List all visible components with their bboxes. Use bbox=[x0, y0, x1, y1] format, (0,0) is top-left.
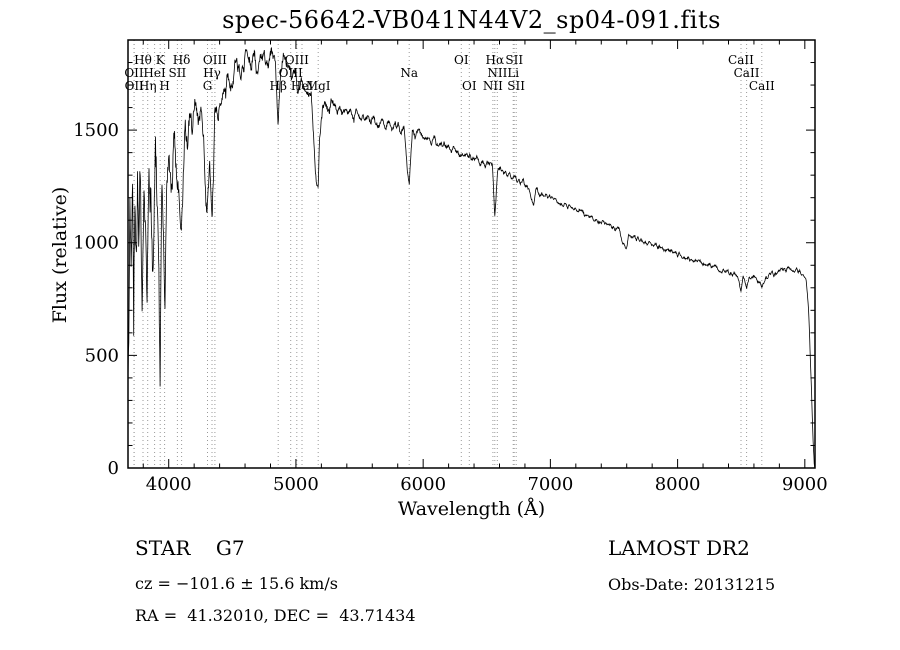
plot-frame bbox=[127, 39, 816, 469]
spectral-line-label: Na bbox=[400, 66, 418, 80]
spectral-line-label: HeI bbox=[291, 79, 314, 93]
spectral-line-label: SII bbox=[505, 53, 523, 67]
spectral-line-label: Li bbox=[507, 66, 519, 80]
spectral-line-label: CaII bbox=[728, 53, 754, 67]
y-tick-label: 1000 bbox=[73, 233, 119, 254]
x-tick-label: 8000 bbox=[655, 474, 701, 495]
spectrum-path bbox=[128, 47, 815, 468]
spectral-line-label: OIII bbox=[279, 66, 303, 80]
spectral-line-label: SII bbox=[507, 79, 525, 93]
x-tick-label: 5000 bbox=[273, 474, 319, 495]
spectral-line-label: G bbox=[203, 79, 213, 93]
spectral-line-label: OI bbox=[462, 79, 477, 93]
ra-dec-text: RA = 41.32010, DEC = 43.71434 bbox=[135, 606, 416, 625]
spectral-line-label: Hα bbox=[485, 53, 504, 67]
spectral-line-label: HeI bbox=[143, 66, 166, 80]
x-tick-label: 4000 bbox=[146, 474, 192, 495]
spectral-line-label: Hγ bbox=[203, 66, 221, 80]
spectral-line-label: NII bbox=[483, 79, 503, 93]
spectral-line-label: Hδ bbox=[173, 53, 191, 67]
classification-text: STAR G7 bbox=[135, 536, 245, 560]
spectral-line-label: Hη bbox=[139, 79, 157, 93]
axis-ticks bbox=[128, 40, 815, 469]
spectrum-plot: 4000 5000 6000 7000 8000 9000050010001500OIIO… bbox=[73, 39, 828, 495]
spectral-line-label: SII bbox=[169, 66, 187, 80]
x-tick-label: 6000 bbox=[400, 474, 446, 495]
spectral-line-label: OIII bbox=[203, 53, 227, 67]
spectral-line-label: NII bbox=[487, 66, 507, 80]
y-tick-label: 500 bbox=[85, 345, 119, 366]
x-tick-label: 9000 bbox=[782, 474, 828, 495]
spectral-line-label: OIII bbox=[285, 53, 309, 67]
spectral-line-label: Hθ bbox=[134, 53, 152, 67]
x-axis-label: Wavelength (Å) bbox=[397, 498, 546, 520]
y-tick-label: 1500 bbox=[73, 120, 119, 141]
spectral-line-labels: OIIOIIHθHηHeIKHSIIHδGHγOIIIHβOIIIOIIIHeI… bbox=[124, 53, 775, 93]
page-title: spec-56642-VB041N44V2_sp04-091.fits bbox=[222, 6, 721, 34]
spectral-line-label: CaII bbox=[734, 66, 760, 80]
spectral-line-label: K bbox=[156, 53, 166, 67]
y-tick-label: 0 bbox=[108, 458, 119, 479]
spectral-line-label: OI bbox=[454, 53, 469, 67]
spectral-line-label: Hβ bbox=[270, 79, 287, 93]
spectral-line-label: H bbox=[159, 79, 169, 93]
y-tick-labels: 0 500 1000 1500 bbox=[73, 120, 119, 479]
survey-text: LAMOST DR2 bbox=[608, 536, 750, 560]
cz-velocity-text: cz = −101.6 ± 15.6 km/s bbox=[135, 574, 338, 593]
spectral-line-label: CaII bbox=[749, 79, 775, 93]
spectral-line-markers bbox=[133, 40, 763, 468]
spectral-line-label: OII bbox=[125, 79, 145, 93]
y-axis-label: Flux (relative) bbox=[49, 186, 71, 324]
x-tick-labels: 4000 5000 6000 7000 8000 9000 bbox=[146, 474, 828, 495]
x-tick-label: 7000 bbox=[527, 474, 573, 495]
spectral-line-label: MgI bbox=[306, 79, 331, 93]
spectral-line-label: OII bbox=[124, 66, 144, 80]
obs-date-text: Obs-Date: 20131215 bbox=[608, 575, 776, 594]
